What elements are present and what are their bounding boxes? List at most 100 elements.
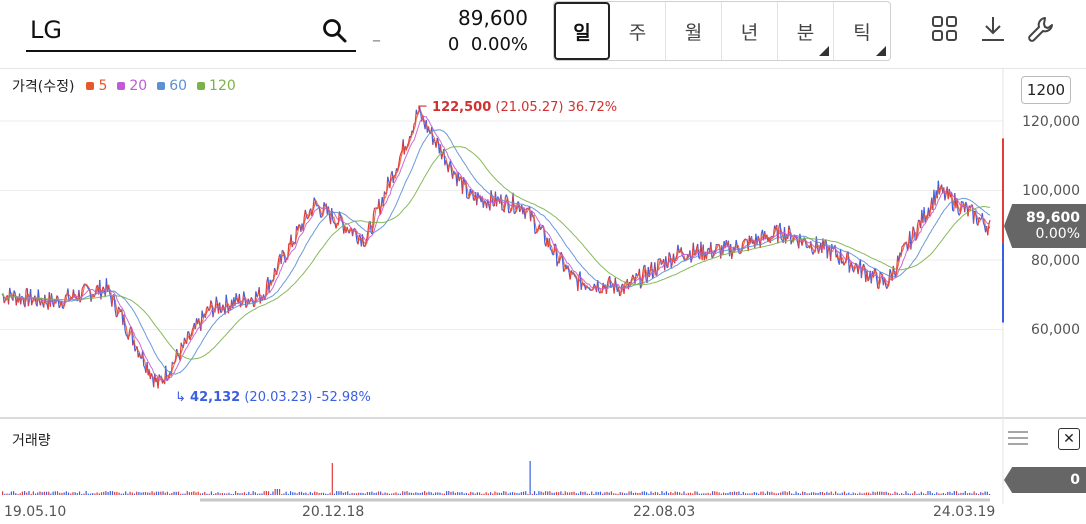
volume-bar	[450, 491, 452, 495]
price-segment	[813, 249, 816, 252]
volume-bar	[964, 491, 966, 495]
price-segment	[675, 255, 678, 259]
volume-bar	[195, 492, 197, 495]
volume-bar	[127, 493, 129, 495]
volume-bar	[674, 491, 676, 495]
high-annotation: ⌐ 122,500 (21.05.27) 36.72%	[417, 100, 618, 115]
price-segment	[889, 269, 892, 274]
volume-bar	[70, 493, 72, 495]
volume-bar	[250, 493, 252, 495]
close-volume-button[interactable]: ✕	[1058, 428, 1080, 450]
volume-bar	[391, 493, 393, 495]
volume-bar	[474, 493, 476, 495]
volume-bar	[344, 492, 347, 495]
tab-timeframe[interactable]: 월	[666, 2, 722, 60]
price-segment	[915, 225, 919, 240]
price-segment	[461, 177, 465, 194]
volume-bar	[298, 491, 300, 495]
price-segment	[961, 200, 963, 203]
volume-bar	[371, 491, 373, 495]
volume-bar	[417, 492, 419, 495]
price-segment	[124, 330, 127, 336]
price-segment	[845, 252, 848, 261]
grid-icon[interactable]	[930, 14, 960, 44]
price-segment	[319, 210, 322, 218]
legend-item[interactable]: 120	[197, 78, 236, 94]
volume-bar	[573, 491, 575, 495]
volume-tag: 0	[1004, 467, 1086, 493]
search-icon[interactable]	[322, 18, 348, 44]
volume-bar	[483, 493, 485, 495]
tab-timeframe[interactable]: 분	[778, 2, 834, 60]
volume-bar	[839, 493, 841, 495]
volume-bar	[424, 491, 426, 495]
volume-bar	[208, 493, 210, 495]
volume-bar	[362, 493, 364, 495]
legend-swatch-icon	[157, 82, 166, 90]
volume-bar	[419, 492, 421, 495]
price-segment	[742, 240, 745, 243]
price-segment	[191, 327, 194, 331]
volume-bar	[628, 491, 630, 495]
volume-bar	[514, 492, 516, 495]
price-chart[interactable]	[0, 68, 1086, 504]
volume-bar	[408, 492, 410, 495]
volume-bar	[199, 493, 202, 495]
legend-items: 5 20 60 120	[86, 78, 236, 94]
volume-bar	[852, 492, 854, 495]
volume-bar	[938, 493, 940, 495]
interval-button[interactable]: 1200	[1021, 76, 1071, 104]
volume-bar	[547, 491, 549, 495]
price-segment	[291, 243, 294, 248]
volume-bar	[153, 492, 155, 495]
menu-icon[interactable]	[1008, 430, 1028, 446]
volume-bar	[204, 491, 206, 495]
download-icon[interactable]	[978, 14, 1008, 44]
volume-bar	[54, 491, 56, 495]
tag-pct: 0.00%	[1035, 226, 1080, 242]
volume-bar	[850, 493, 852, 495]
low-value: 42,132	[190, 390, 241, 405]
volume-bar	[254, 492, 256, 495]
volume-bar	[577, 493, 580, 495]
price-segment	[355, 232, 358, 242]
price-segment	[273, 267, 277, 272]
price-segment	[620, 284, 623, 295]
search-box[interactable]	[26, 12, 356, 52]
volume-bar	[936, 492, 938, 495]
price-segment	[965, 201, 968, 206]
price-segment	[235, 293, 238, 300]
volume-bar	[903, 493, 905, 495]
volume-bar	[749, 493, 751, 495]
price-segment	[413, 122, 416, 125]
tab-timeframe[interactable]: 주	[610, 2, 666, 60]
volume-bar	[489, 492, 492, 495]
volume-bar	[740, 493, 742, 495]
wrench-icon[interactable]	[1026, 14, 1056, 44]
legend-item[interactable]: 60	[157, 78, 187, 94]
volume-bar	[725, 493, 727, 495]
legend-item[interactable]: 5	[86, 78, 107, 94]
legend-item[interactable]: 20	[117, 78, 147, 94]
price-segment	[580, 282, 583, 290]
tab-timeframe[interactable]: 틱	[834, 2, 890, 60]
volume-bar	[549, 491, 551, 495]
price-segment	[277, 257, 280, 265]
volume-bar	[652, 492, 654, 495]
tab-timeframe[interactable]: 년	[722, 2, 778, 60]
search-input[interactable]	[26, 12, 314, 48]
volume-bar	[753, 492, 755, 495]
volume-bar	[437, 492, 439, 495]
volume-bar	[81, 493, 83, 495]
price-segment	[134, 348, 137, 352]
volume-bar	[327, 493, 329, 495]
volume-bar	[742, 491, 744, 495]
volume-bar	[12, 491, 15, 495]
volume-bar	[760, 491, 762, 495]
volume-bar	[797, 493, 799, 495]
volume-bar	[718, 492, 720, 495]
volume-bar	[41, 492, 43, 495]
volume-bar	[210, 491, 213, 495]
tab-timeframe[interactable]: 일	[554, 2, 610, 60]
volume-bar	[635, 492, 637, 495]
